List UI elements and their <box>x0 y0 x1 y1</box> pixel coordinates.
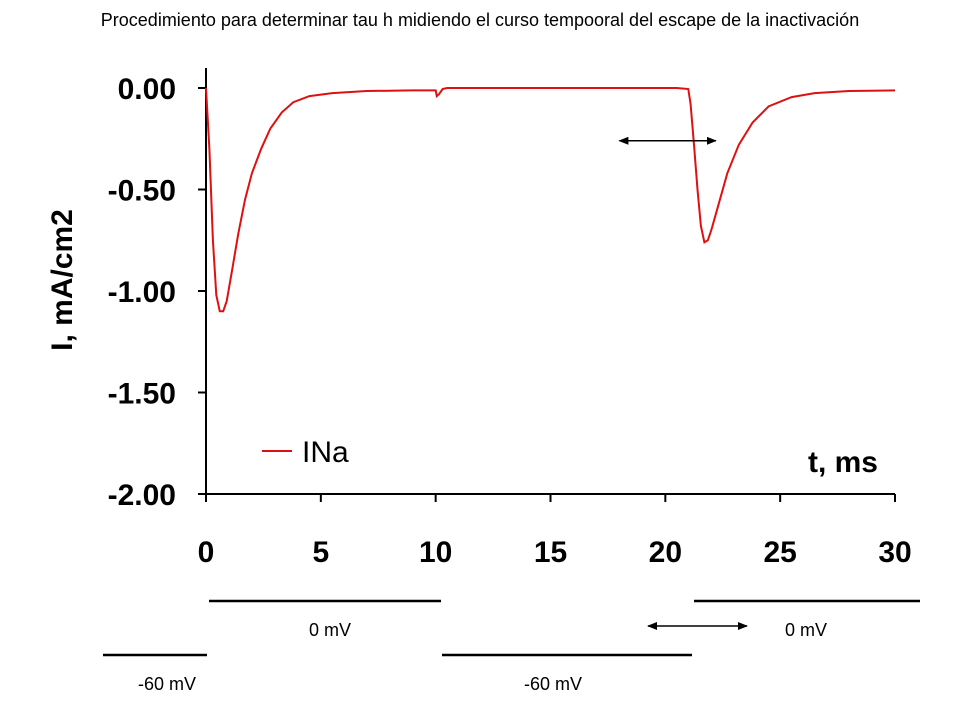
voltage-protocol: 0 mV 0 mV -60 mV -60 mV <box>103 599 920 694</box>
x-tick-label: 5 <box>312 536 329 569</box>
x-tick-label: 20 <box>649 536 682 569</box>
protocol-label-0mv-1: 0 mV <box>309 620 351 640</box>
ina-series-line <box>205 87 896 313</box>
x-axis-label: t, ms <box>808 446 878 479</box>
x-tick-label: 25 <box>763 536 796 569</box>
protocol-label-minus60mv-2: -60 mV <box>524 674 582 694</box>
legend: INa <box>262 436 349 469</box>
y-tick-label: 0.00 <box>118 73 176 106</box>
x-ticks: 0 5 10 15 20 25 30 <box>198 494 912 569</box>
x-tick-label: 30 <box>878 536 911 569</box>
y-ticks: 0.00 -0.50 -1.00 -1.50 -2.00 <box>108 73 206 512</box>
x-tick-label: 15 <box>534 536 567 569</box>
protocol-label-0mv-2: 0 mV <box>785 620 827 640</box>
chart-title: Procedimiento para determinar tau h midi… <box>100 10 860 30</box>
x-tick-label: 0 <box>198 536 215 569</box>
y-tick-label: -1.50 <box>108 378 176 411</box>
x-tick-label: 10 <box>419 536 452 569</box>
legend-label-ina: INa <box>302 436 349 469</box>
protocol-label-minus60mv-1: -60 mV <box>138 674 196 694</box>
y-tick-label: -2.00 <box>108 479 176 512</box>
y-axis-label: I, mA/cm2 <box>46 209 79 351</box>
y-tick-label: -1.00 <box>108 276 176 309</box>
y-tick-label: -0.50 <box>108 175 176 208</box>
